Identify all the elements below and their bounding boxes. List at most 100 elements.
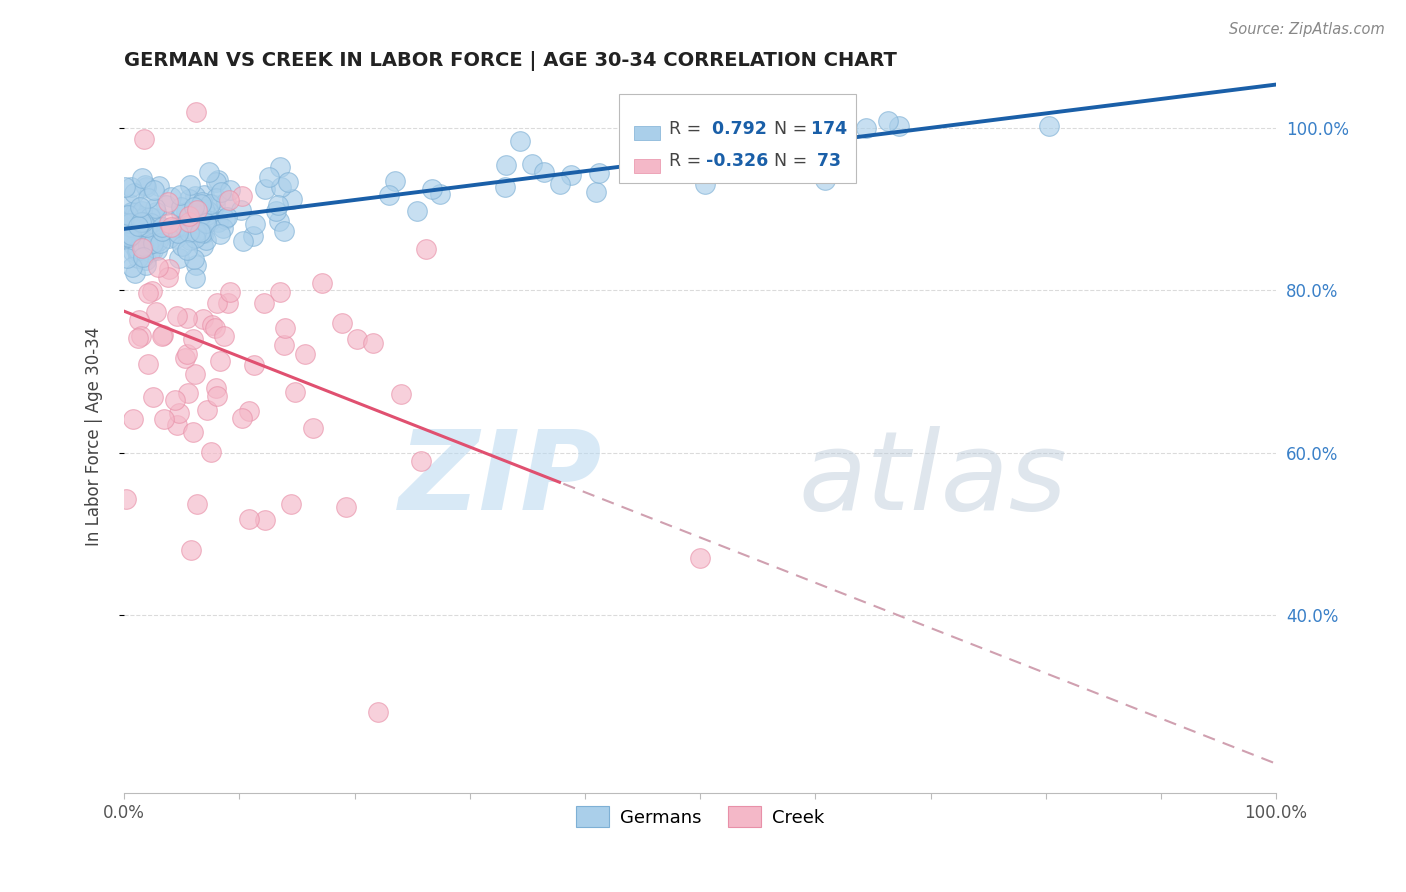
Point bbox=[142, 243, 165, 257]
Point bbox=[411, 454, 433, 468]
Point bbox=[184, 105, 207, 120]
Point bbox=[1038, 120, 1060, 134]
Point bbox=[122, 244, 145, 259]
Point bbox=[170, 238, 193, 252]
Point bbox=[195, 216, 218, 230]
FancyBboxPatch shape bbox=[634, 160, 659, 172]
Point bbox=[588, 166, 610, 180]
Point bbox=[215, 195, 238, 210]
Point bbox=[183, 252, 205, 266]
Point bbox=[267, 214, 290, 228]
Point bbox=[141, 231, 163, 245]
Point bbox=[495, 158, 517, 172]
Point bbox=[134, 178, 156, 192]
Point bbox=[889, 119, 911, 133]
Point bbox=[118, 228, 141, 243]
Point bbox=[157, 262, 180, 277]
Point bbox=[115, 216, 138, 230]
Text: ZIP: ZIP bbox=[399, 425, 602, 533]
Point bbox=[205, 175, 228, 189]
Point bbox=[243, 358, 266, 372]
Point bbox=[520, 156, 543, 170]
Point bbox=[207, 173, 229, 187]
Point bbox=[136, 357, 159, 371]
Point bbox=[132, 214, 155, 228]
Point bbox=[191, 194, 214, 209]
Point bbox=[406, 203, 429, 218]
Point bbox=[155, 198, 177, 212]
Point bbox=[191, 312, 214, 326]
Point bbox=[129, 235, 152, 249]
Point bbox=[134, 215, 156, 229]
Text: 0.792: 0.792 bbox=[706, 120, 766, 137]
Point bbox=[132, 250, 155, 264]
Point bbox=[267, 198, 290, 212]
Point bbox=[124, 266, 146, 280]
Point bbox=[242, 229, 264, 244]
Point bbox=[177, 214, 200, 228]
Point bbox=[294, 347, 316, 361]
Point bbox=[193, 187, 215, 202]
Point bbox=[494, 180, 516, 194]
Point bbox=[190, 196, 212, 211]
Point bbox=[127, 251, 149, 265]
Point bbox=[253, 182, 276, 196]
Point bbox=[127, 243, 149, 257]
Point bbox=[120, 180, 142, 194]
Point bbox=[139, 217, 162, 231]
Point bbox=[174, 351, 197, 365]
Point bbox=[148, 178, 170, 193]
Point bbox=[127, 210, 149, 224]
Point bbox=[211, 221, 233, 235]
Point bbox=[132, 132, 155, 146]
Point bbox=[180, 543, 202, 558]
Point bbox=[186, 202, 208, 217]
Point bbox=[167, 227, 190, 241]
Point bbox=[127, 331, 149, 345]
Point bbox=[166, 417, 188, 432]
Point bbox=[197, 203, 219, 218]
Point bbox=[114, 217, 136, 231]
Point bbox=[218, 193, 240, 207]
Point bbox=[183, 200, 205, 214]
Point bbox=[877, 114, 900, 128]
Point bbox=[120, 196, 142, 211]
Point bbox=[204, 381, 226, 395]
Point bbox=[143, 183, 166, 197]
Point bbox=[429, 187, 451, 202]
Point bbox=[131, 241, 153, 255]
Point bbox=[136, 220, 159, 235]
Point bbox=[269, 285, 291, 300]
FancyBboxPatch shape bbox=[620, 94, 856, 183]
Point bbox=[330, 316, 353, 330]
Point bbox=[361, 336, 384, 351]
Point bbox=[548, 177, 571, 191]
Text: GERMAN VS CREEK IN LABOR FORCE | AGE 30-34 CORRELATION CHART: GERMAN VS CREEK IN LABOR FORCE | AGE 30-… bbox=[124, 51, 897, 70]
Point bbox=[280, 497, 302, 511]
Point bbox=[229, 202, 252, 217]
Point bbox=[120, 220, 142, 235]
Point bbox=[117, 208, 139, 222]
Point bbox=[131, 217, 153, 231]
Point bbox=[131, 170, 153, 185]
Point bbox=[124, 239, 146, 253]
Point bbox=[142, 233, 165, 247]
Point bbox=[284, 385, 307, 400]
Point bbox=[799, 158, 821, 172]
Point bbox=[124, 186, 146, 200]
Point bbox=[194, 233, 217, 247]
Point bbox=[335, 500, 357, 514]
Point bbox=[346, 332, 368, 346]
Point bbox=[204, 191, 226, 205]
Point bbox=[150, 224, 173, 238]
Point bbox=[197, 208, 219, 222]
Point bbox=[205, 296, 228, 310]
Point bbox=[157, 216, 180, 230]
Point bbox=[117, 251, 139, 265]
Point bbox=[184, 258, 207, 272]
Point bbox=[135, 258, 157, 272]
Point bbox=[652, 132, 675, 146]
Point bbox=[135, 252, 157, 267]
Point bbox=[160, 189, 183, 203]
Point bbox=[160, 220, 183, 235]
